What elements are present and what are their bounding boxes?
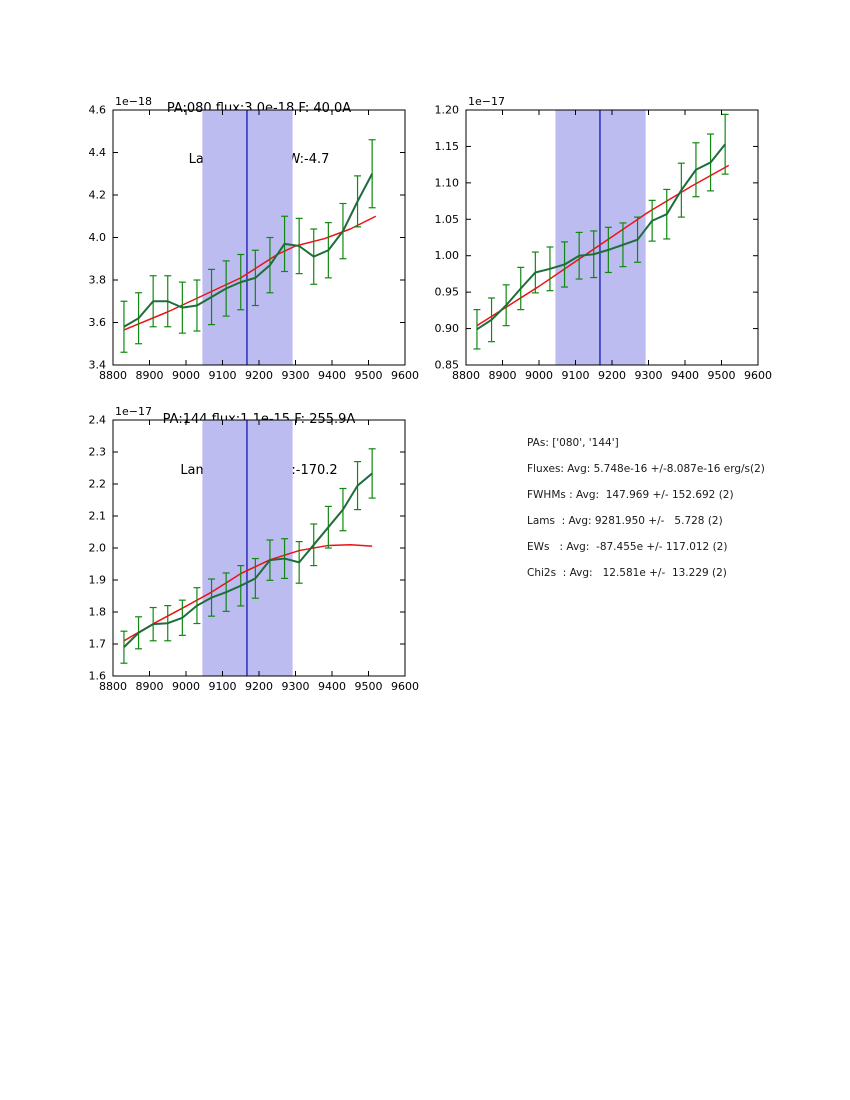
y-tick-label: 2.0 [89,542,107,555]
x-tick-label: 9000 [172,680,200,693]
y-tick-label: 1.10 [435,176,460,189]
x-tick-label: 9300 [282,680,310,693]
y-tick-label: 0.90 [435,322,460,335]
y-tick-label: 3.8 [89,274,107,287]
tick-marks [112,419,406,677]
x-tick-label: 9200 [245,369,273,382]
y-tick-label: 1.15 [435,140,460,153]
stats-line-ews: EWs : Avg: -87.455e +/- 117.012 (2) [527,541,728,553]
stats-line-lams: Lams : Avg: 9281.950 +/- 5.728 (2) [527,515,723,527]
tick-marks [465,109,759,366]
y-tick-label: 3.6 [89,316,107,329]
x-tick-label: 9200 [598,369,626,382]
data-line [123,472,373,648]
x-tick-label: 8800 [99,369,127,382]
y-tick-label: 4.4 [89,146,107,159]
tick-marks [112,109,406,366]
y-tick-label: 3.4 [89,359,107,372]
x-tick-label: 8900 [136,369,164,382]
y-axis-offset-label: 1e−17 [115,405,152,418]
error-bar [721,113,729,175]
x-tick-label: 9600 [391,369,419,382]
y-tick-label: 0.85 [435,359,460,372]
x-tick-label: 8900 [489,369,517,382]
error-bar [120,630,128,664]
stats-line-fluxes: Fluxes: Avg: 5.748e-16 +/-8.087e-16 erg/… [527,463,765,475]
y-tick-label: 4.6 [89,104,107,117]
x-tick-label: 9300 [282,369,310,382]
x-tick-label: 9000 [525,369,553,382]
y-tick-label: 0.95 [435,286,460,299]
x-tick-label: 9400 [318,680,346,693]
y-tick-label: 1.7 [89,638,107,651]
y-tick-label: 1.8 [89,606,107,619]
x-tick-label: 9100 [562,369,590,382]
x-tick-label: 8900 [136,680,164,693]
y-tick-label: 1.6 [89,670,107,683]
stats-panel: PAs: ['080', '144'] Fluxes: Avg: 5.748e-… [527,430,765,586]
x-tick-label: 8800 [452,369,480,382]
y-tick-label: 2.3 [89,446,107,459]
y-tick-label: 2.1 [89,510,107,523]
x-tick-label: 9500 [708,369,736,382]
stats-line-chi2s: Chi2s : Avg: 12.581e +/- 13.229 (2) [527,567,727,579]
y-tick-label: 2.2 [89,478,107,491]
y-tick-label: 4.2 [89,189,107,202]
y-tick-label: 4.0 [89,231,107,244]
x-tick-label: 9500 [355,680,383,693]
stats-line-pas: PAs: ['080', '144'] [527,437,619,449]
y-tick-label: 1.20 [435,104,460,117]
x-tick-label: 9600 [744,369,772,382]
x-tick-label: 9500 [355,369,383,382]
data-line [476,143,726,331]
x-tick-label: 9600 [391,680,419,693]
x-tick-label: 9300 [635,369,663,382]
y-tick-label: 2.4 [89,414,107,427]
y-tick-label: 1.00 [435,249,460,262]
y-tick-label: 1.9 [89,574,107,587]
x-tick-label: 9400 [318,369,346,382]
x-tick-label: 9400 [671,369,699,382]
chart-120-plot-area: 8800 8900 9000 9100 9200 9300 9400 9500 9600 0.85… [435,104,773,383]
y-tick-label: 1.05 [435,213,460,226]
chart-pa144-plot-area: 8800 8900 9000 9100 9200 9300 9400 9500 9600 1.6 1… [89,414,420,694]
x-tick-label: 9000 [172,369,200,382]
data-line [123,173,374,328]
x-tick-label: 8800 [99,680,127,693]
y-axis-offset-label: 1e−17 [468,95,505,108]
x-tick-label: 9100 [209,680,237,693]
stats-line-fwhms: FWHMs : Avg: 147.969 +/- 152.692 (2) [527,489,734,501]
x-tick-label: 9200 [245,680,273,693]
fit-line [476,164,730,327]
x-tick-label: 9100 [209,369,237,382]
chart-pa080-plot-area: 8800 8900 9000 9100 9200 9300 9400 9500 9600 3.4 3… [89,104,420,383]
y-axis-offset-label: 1e−18 [115,95,152,108]
